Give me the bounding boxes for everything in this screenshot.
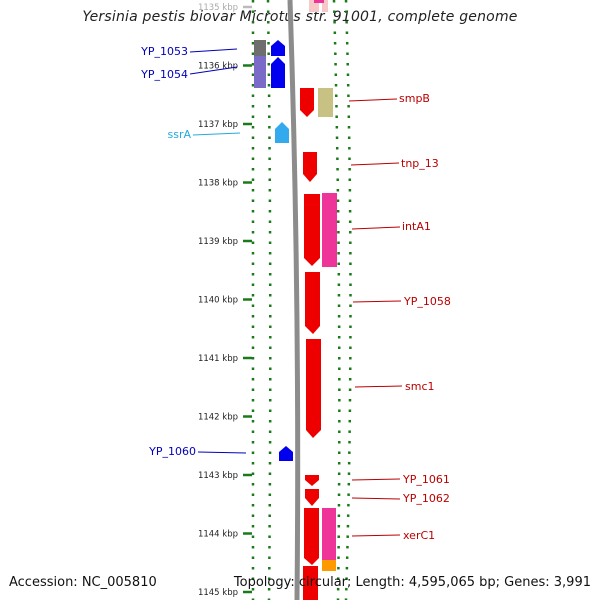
label-inta1[interactable]: intA1 xyxy=(402,220,431,233)
cog-box-purple xyxy=(254,56,266,88)
cog-box-pink-1 xyxy=(322,193,337,267)
track-boundary-mid xyxy=(266,0,272,600)
label-yp1062[interactable]: YP_1062 xyxy=(402,492,450,505)
accession-text: Accession: NC_005810 xyxy=(9,575,157,590)
gene-yp1060 xyxy=(279,446,293,461)
ruler-tick-label: 1144 kbp xyxy=(198,530,238,540)
ruler-tick-label: 1135 kbp xyxy=(198,3,238,13)
cog-box-gray xyxy=(254,40,266,56)
genome-backbone xyxy=(287,0,301,600)
ruler-ticks: 1135 kbp 1136 kbp 1137 kbp 1138 kbp 1139 kbp… xyxy=(198,3,252,598)
genome-summary-text: Topology: circular; Length: 4,595,065 bp… xyxy=(233,575,591,590)
label-yp1053[interactable]: YP_1053 xyxy=(140,45,188,58)
gene-yp1062 xyxy=(305,489,319,506)
leader-yp1060 xyxy=(197,451,247,454)
gene-yp1058 xyxy=(305,272,320,334)
label-smpb[interactable]: smpB xyxy=(399,92,430,105)
track-boundary-inner-right xyxy=(332,0,341,600)
gene-yp1054 xyxy=(271,57,285,88)
label-yp1060[interactable]: YP_1060 xyxy=(148,445,196,458)
cog-box-orange xyxy=(322,560,336,571)
gene-ssra xyxy=(275,122,289,143)
leader-smc1 xyxy=(354,385,403,388)
gene-yp1061 xyxy=(305,475,319,486)
ruler-tick-label: 1138 kbp xyxy=(198,179,238,189)
genome-title: Yersinia pestis biovar Microtus str. 910… xyxy=(82,9,518,25)
gene-smpb xyxy=(300,88,314,117)
leader-yp1061 xyxy=(351,478,401,481)
ruler-tick-label: 1136 kbp xyxy=(198,62,238,72)
leader-xerc1 xyxy=(351,534,401,537)
feature-partial-top-1 xyxy=(309,0,319,12)
gene-yp1053 xyxy=(271,40,285,56)
ruler-tick-label: 1140 kbp xyxy=(198,296,238,306)
leader-yp1062 xyxy=(351,497,401,500)
ruler-tick-label: 1141 kbp xyxy=(198,354,238,364)
label-xerc1[interactable]: xerC1 xyxy=(403,529,435,542)
leader-ssra xyxy=(192,132,241,136)
gene-xerc1 xyxy=(304,508,319,565)
cog-box-pink-2 xyxy=(322,508,336,560)
feature-partial-top-3 xyxy=(314,0,324,3)
gene-partial-bottom xyxy=(303,566,318,600)
gene-inta1 xyxy=(304,194,320,266)
leader-yp1054 xyxy=(189,66,238,75)
leader-yp1053 xyxy=(189,48,238,53)
cog-box-khaki xyxy=(318,88,333,117)
leader-smpb xyxy=(348,98,398,102)
label-yp1061[interactable]: YP_1061 xyxy=(402,473,450,486)
label-tnp13[interactable]: tnp_13 xyxy=(401,157,439,170)
leader-tnp13 xyxy=(350,162,400,166)
ruler-tick-label: 1143 kbp xyxy=(198,471,238,481)
label-ssra[interactable]: ssrA xyxy=(167,128,191,141)
ruler-tick-label: 1145 kbp xyxy=(198,588,238,598)
ruler-tick-label: 1137 kbp xyxy=(198,120,238,130)
label-smc1[interactable]: smc1 xyxy=(405,380,435,393)
feature-partial-top-2 xyxy=(322,0,328,12)
leader-yp1058 xyxy=(352,300,402,303)
track-boundary-right xyxy=(344,0,352,600)
gene-tnp13 xyxy=(303,152,317,182)
label-yp1054[interactable]: YP_1054 xyxy=(140,68,188,81)
ruler-tick-label: 1142 kbp xyxy=(198,413,238,423)
gene-smc1 xyxy=(306,339,321,438)
label-yp1058[interactable]: YP_1058 xyxy=(403,295,451,308)
leader-inta1 xyxy=(351,226,401,230)
ruler-tick-label: 1139 kbp xyxy=(198,237,238,247)
